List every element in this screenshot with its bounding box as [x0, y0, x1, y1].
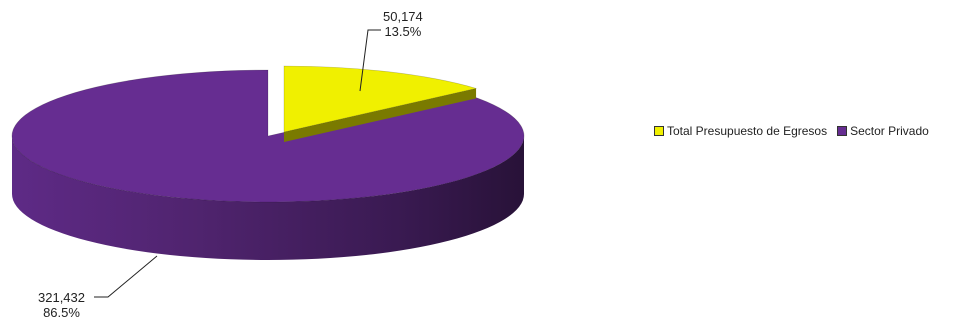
- pie-cutface-egresos: [284, 88, 477, 142]
- legend: Total Presupuesto de Egresos Sector Priv…: [654, 124, 929, 138]
- legend-label-egresos: Total Presupuesto de Egresos: [667, 124, 828, 138]
- pie-side-privado: [12, 136, 524, 260]
- pie-slice-egresos: [283, 65, 478, 133]
- legend-swatch-egresos: [654, 126, 664, 136]
- pie-slice-privado: [11, 69, 525, 203]
- leader-line-egresos: [359, 29, 381, 92]
- leader-line-privado: [94, 255, 158, 298]
- data-label-privado-value: 321,432: [38, 290, 85, 305]
- data-label-privado-percent: 86.5%: [43, 305, 80, 320]
- legend-item-egresos: Total Presupuesto de Egresos: [654, 124, 827, 138]
- legend-label-privado: Sector Privado: [850, 124, 929, 138]
- data-label-egresos: 50,174 13.5%: [383, 9, 423, 39]
- legend-swatch-privado: [837, 126, 848, 136]
- data-label-egresos-value: 50,174: [383, 9, 423, 24]
- data-label-privado: 321,432 86.5%: [38, 290, 85, 320]
- data-label-egresos-percent: 13.5%: [384, 24, 422, 39]
- legend-item-privado: Sector Privado: [837, 124, 929, 138]
